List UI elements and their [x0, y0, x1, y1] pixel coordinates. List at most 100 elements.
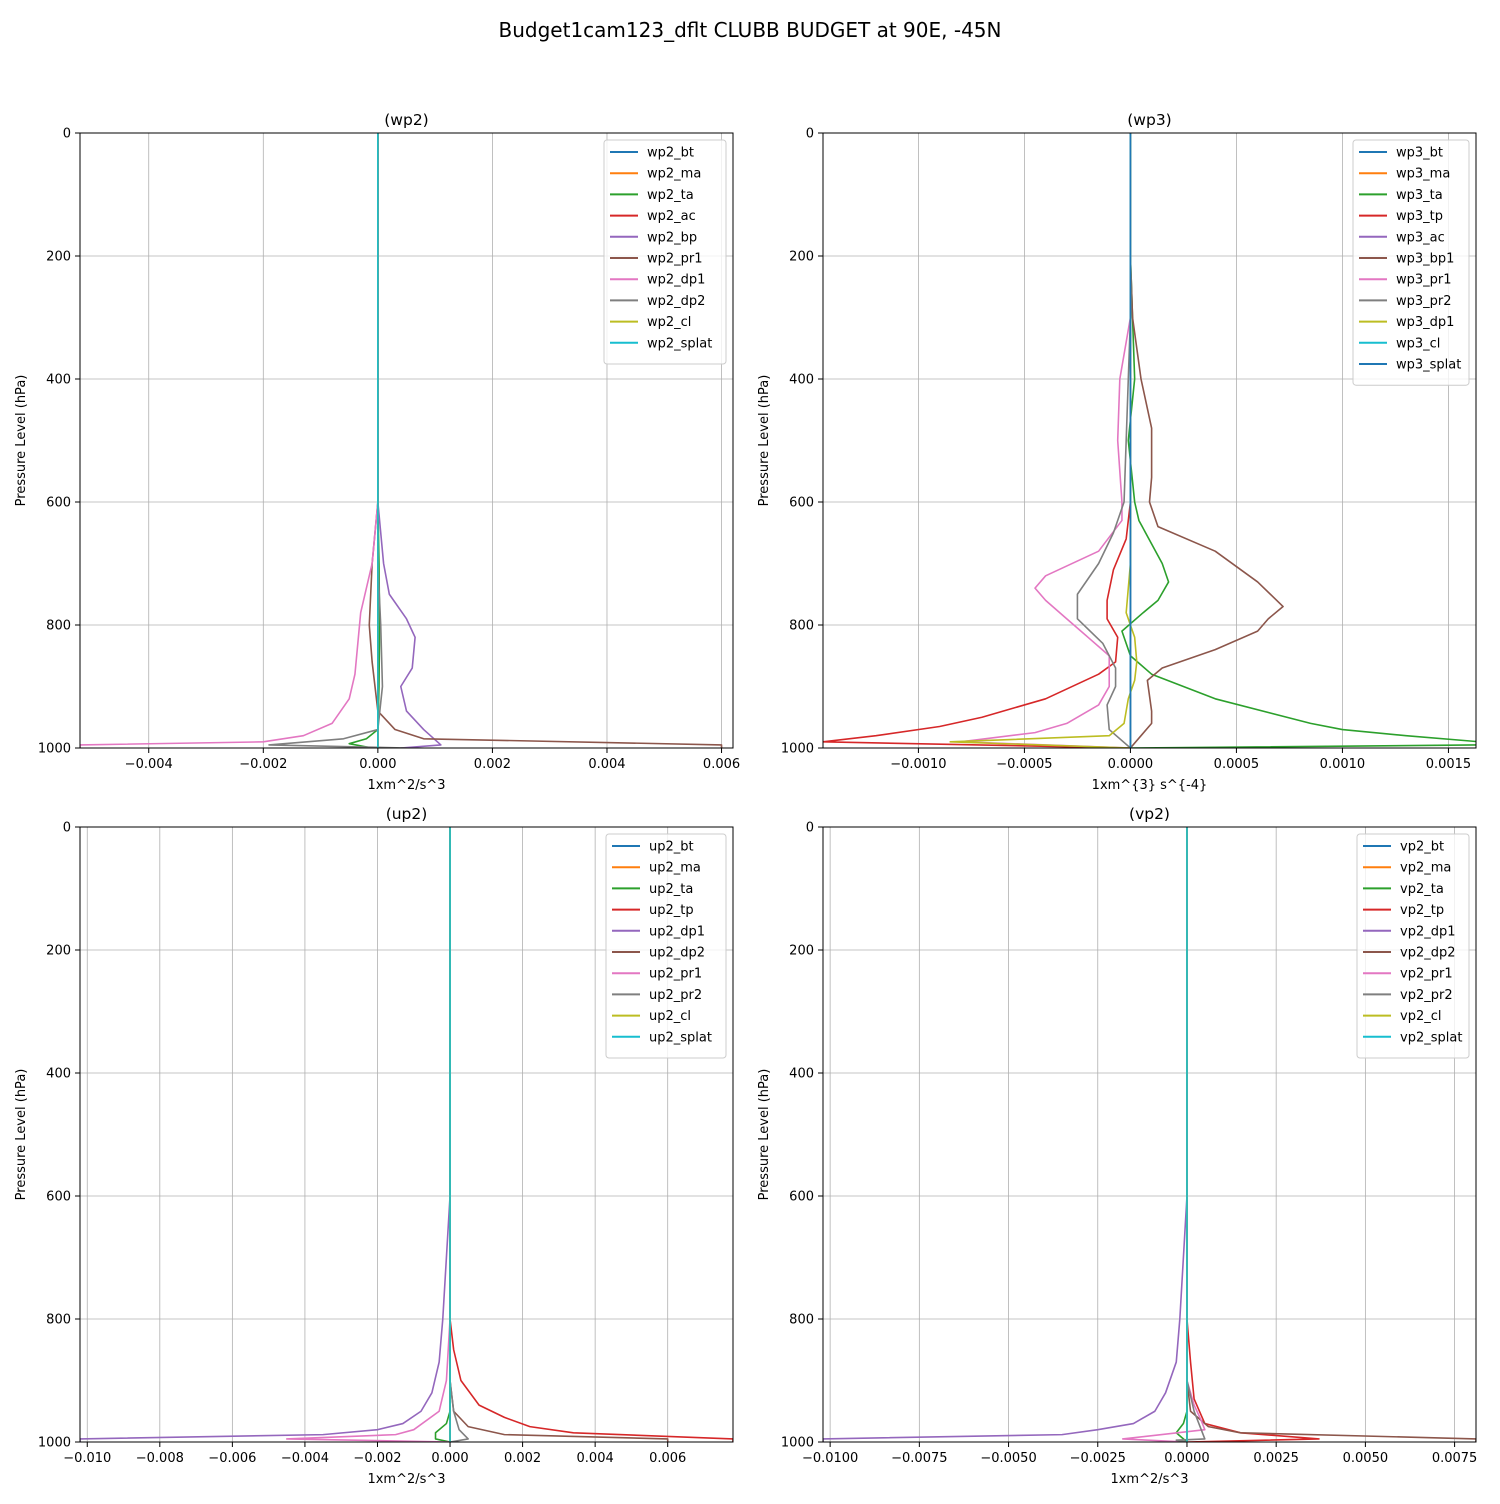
- x-tick-label: 0.004: [577, 1451, 614, 1466]
- series-line-wp3_dp1: [949, 133, 1138, 748]
- x-tick-label: −0.002: [353, 1451, 401, 1466]
- subplot-title: (wp2): [384, 111, 428, 129]
- y-tick-label: 0: [63, 127, 71, 142]
- x-tick-label: 0.002: [504, 1451, 541, 1466]
- y-axis-label: Pressure Level (hPa): [757, 375, 772, 507]
- subplot-3: −0.0100 −0.0075 −0.0050 −0.0025 0.0000 0.0025…: [757, 805, 1477, 1487]
- legend-label: wp2_splat: [647, 336, 712, 351]
- series-lines: [823, 827, 1476, 1442]
- series-line-up2_dp1: [80, 827, 451, 1442]
- legend: up2_bt up2_ma up2_ta up2_tp up2_dp1 up2_dp2up…: [605, 833, 727, 1059]
- figure-suptitle: Budget1cam123_dflt CLUBB BUDGET at 90E, …: [499, 18, 1002, 42]
- subplot-title: (vp2): [1129, 805, 1170, 823]
- legend-label: wp2_ma: [647, 167, 701, 182]
- legend-label: wp3_dp1: [1396, 315, 1454, 330]
- y-tick-label: 600: [46, 1190, 71, 1205]
- tick-marks: [818, 826, 1456, 1447]
- x-tick-label: −0.002: [239, 757, 287, 772]
- y-tick-label: 400: [46, 373, 71, 388]
- tick-marks: [75, 132, 723, 753]
- legend-label: wp2_cl: [647, 315, 691, 330]
- legend-label: wp3_ma: [1396, 167, 1450, 182]
- legend-label: wp3_tp: [1396, 209, 1443, 224]
- legend-label: wp2_dp2: [647, 294, 705, 309]
- y-tick-label: 800: [789, 619, 814, 634]
- series-line-wp3_bp1: [1129, 133, 1284, 748]
- x-tick-label: 0.006: [649, 1451, 686, 1466]
- x-tick-label: 0.0025: [1253, 1451, 1299, 1466]
- legend-label: wp3_splat: [1396, 358, 1461, 373]
- x-tick-label: 0.000: [431, 1451, 468, 1466]
- x-tick-label: −0.0050: [980, 1451, 1036, 1466]
- subplot-grid: −0.004 −0.002 0.000 0.002 0.004 0.006 0 200 400 6…: [14, 111, 1477, 1487]
- legend-label: vp2_pr2: [1400, 988, 1453, 1003]
- axes-frame: [79, 132, 734, 749]
- x-tick-label: 0.0010: [1320, 757, 1366, 772]
- x-tick-label: −0.008: [136, 1451, 184, 1466]
- legend-label: wp2_bt: [647, 146, 694, 161]
- series-lines: [80, 827, 733, 1442]
- tick-marks: [75, 826, 669, 1447]
- y-tick-label: 1000: [38, 742, 71, 757]
- legend-label: up2_pr1: [649, 967, 702, 982]
- x-tick-label: −0.004: [281, 1451, 329, 1466]
- legend-label: wp3_ac: [1396, 230, 1445, 245]
- axes-frame: [822, 826, 1477, 1443]
- legend-label: up2_tp: [649, 903, 694, 918]
- series-line-wp3_pr1: [960, 133, 1132, 748]
- y-axis-label: Pressure Level (hPa): [14, 375, 29, 507]
- legend-label: vp2_tp: [1400, 903, 1444, 918]
- y-tick-label: 200: [789, 944, 814, 959]
- legend-label: up2_ma: [649, 861, 701, 876]
- legend-label: up2_dp1: [649, 924, 705, 939]
- y-tick-label: 800: [46, 619, 71, 634]
- x-tick-label: −0.0010: [890, 757, 946, 772]
- series-line-wp3_tp: [823, 133, 1132, 748]
- x-axis-label: 1xm^2/s^3: [1110, 1472, 1188, 1487]
- x-tick-label: −0.0100: [802, 1451, 858, 1466]
- y-tick-label: 400: [46, 1067, 71, 1082]
- legend-label: wp2_dp1: [647, 273, 705, 288]
- x-tick-label: −0.0025: [1070, 1451, 1126, 1466]
- legend-box: [603, 139, 727, 365]
- x-tick-label: −0.010: [63, 1451, 111, 1466]
- legend: wp3_bt wp3_ma wp3_ta wp3_tp wp3_ac wp3_bp1 wp3…: [1352, 139, 1470, 386]
- legend: vp2_bt vp2_ma vp2_ta vp2_tp vp2_dp1 vp2_dp2vp…: [1356, 833, 1470, 1059]
- legend-label: up2_cl: [649, 1009, 691, 1024]
- y-tick-label: 0: [63, 821, 71, 836]
- y-tick-label: 200: [789, 250, 814, 265]
- legend-label: up2_dp2: [649, 946, 705, 961]
- y-tick-label: 800: [789, 1313, 814, 1328]
- legend-label: vp2_pr1: [1400, 967, 1453, 982]
- series-lines: [80, 133, 723, 748]
- legend-label: wp3_ta: [1396, 188, 1443, 203]
- subplot-0: −0.004 −0.002 0.000 0.002 0.004 0.006 0 200 400 6…: [14, 111, 740, 793]
- legend-label: vp2_dp2: [1400, 946, 1456, 961]
- legend-label: wp2_ta: [647, 188, 694, 203]
- y-tick-label: 400: [789, 1067, 814, 1082]
- y-tick-label: 1000: [781, 742, 814, 757]
- x-tick-label: 0.0005: [1214, 757, 1260, 772]
- legend-label: vp2_cl: [1400, 1009, 1441, 1024]
- x-tick-label: −0.006: [208, 1451, 256, 1466]
- y-tick-label: 600: [789, 496, 814, 511]
- legend-label: up2_pr2: [649, 988, 702, 1003]
- x-tick-label: 0.0050: [1343, 1451, 1389, 1466]
- legend-label: vp2_ta: [1400, 882, 1444, 897]
- legend-label: wp2_pr1: [647, 252, 703, 267]
- series-line-vp2_dp1: [823, 827, 1188, 1442]
- series-lines: [823, 133, 1476, 748]
- y-tick-label: 0: [806, 127, 814, 142]
- legend-label: wp3_bt: [1396, 146, 1443, 161]
- legend: wp2_bt wp2_ma wp2_ta wp2_ac wp2_bp wp2_pr1 wp2…: [603, 139, 727, 365]
- legend-label: wp3_cl: [1396, 336, 1440, 351]
- x-tick-label: 0.004: [588, 757, 625, 772]
- x-tick-label: 0.0000: [1164, 1451, 1210, 1466]
- legend-box: [605, 833, 727, 1059]
- x-tick-label: 0.000: [359, 757, 396, 772]
- y-tick-label: 200: [46, 944, 71, 959]
- legend-label: vp2_bt: [1400, 840, 1444, 855]
- legend-label: wp3_bp1: [1396, 252, 1454, 267]
